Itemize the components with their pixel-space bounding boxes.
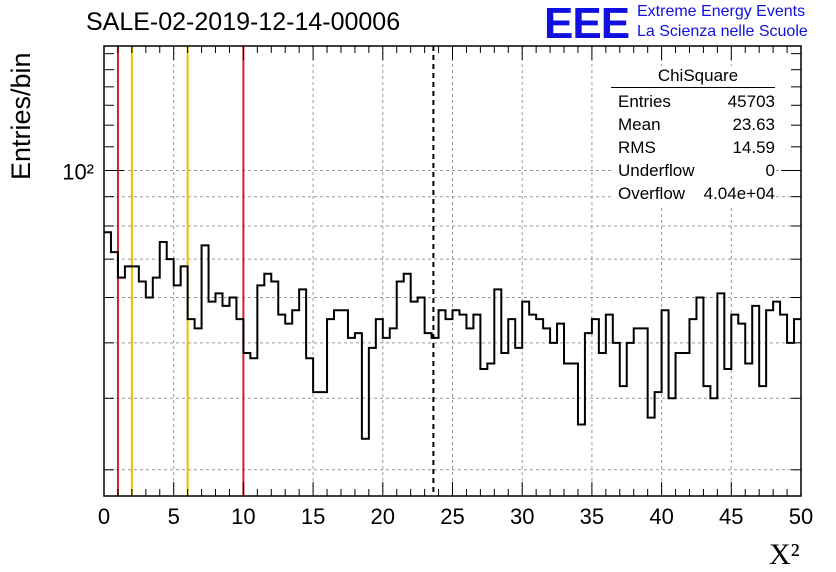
stats-title: ChiSquare: [657, 66, 739, 85]
stats-label: Underflow: [618, 161, 695, 180]
stats-row: Overflow 4.04e+04: [611, 182, 775, 205]
x-tick-label: 45: [719, 504, 743, 529]
stats-row: Entries 45703: [611, 90, 775, 113]
logo-caption-line2: La Scienza nelle Scuole: [637, 23, 808, 40]
stats-label: Mean: [618, 115, 661, 134]
x-tick-label: 0: [98, 504, 110, 529]
stats-value: 0: [765, 161, 775, 180]
axis-ticks: [103, 46, 802, 496]
x-tick-label: 40: [649, 504, 673, 529]
x-tick-label: 5: [168, 504, 180, 529]
y-tick-label: 10²: [62, 159, 94, 184]
y-axis-label: Entries/bin: [6, 52, 36, 180]
histogram-series: [104, 231, 801, 440]
stats-label: Entries: [618, 92, 671, 111]
x-tick-labels: 0 5 10 15 20 25 30 35 40 45 50: [98, 504, 813, 529]
x-tick-label: 35: [580, 504, 604, 529]
stats-value: 14.59: [732, 138, 775, 157]
x-axis-label: X²: [769, 538, 800, 571]
x-tick-label: 30: [510, 504, 534, 529]
x-tick-label: 10: [231, 504, 255, 529]
grid: [104, 46, 801, 496]
stats-value: 4.04e+04: [703, 184, 775, 203]
stats-label: RMS: [618, 138, 656, 157]
y-tick-labels: 10²: [62, 159, 94, 184]
stats-row: RMS 14.59: [611, 136, 775, 159]
x-tick-label: 25: [440, 504, 464, 529]
stats-divider: [611, 87, 775, 88]
stats-label: Overflow: [618, 184, 686, 203]
stats-row: Underflow 0: [611, 159, 775, 182]
stats-row: Mean 23.63: [611, 113, 775, 136]
reference-lines: [116, 46, 435, 496]
stats-value: 23.63: [732, 115, 775, 134]
chart-title: SALE-02-2019-12-14-00006: [86, 8, 401, 36]
x-tick-label: 20: [371, 504, 395, 529]
stats-value: 45703: [727, 92, 775, 111]
x-tick-label: 15: [301, 504, 325, 529]
logo-caption-line1: Extreme Energy Events: [637, 3, 806, 20]
eee-logo: EEE: [544, 0, 630, 48]
x-tick-label: 50: [789, 504, 813, 529]
stats-box: ChiSquare Entries 45703 Mean 23.63 RMS 14.5…: [611, 66, 775, 205]
